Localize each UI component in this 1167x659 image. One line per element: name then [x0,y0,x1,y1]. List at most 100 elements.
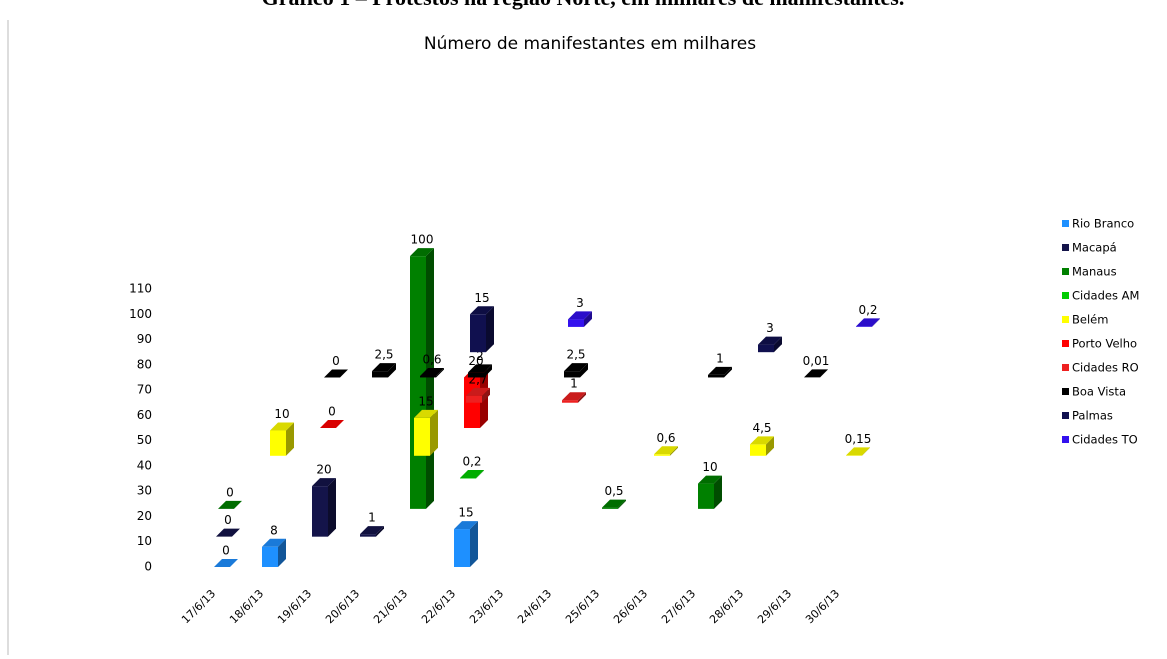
x-tick-label: 17/6/13 [179,587,218,626]
data-label: 3 [576,296,584,310]
data-label: 0 [328,405,336,419]
data-label: 10 [702,460,717,474]
data-label: 1 [716,351,724,365]
bar-front [470,314,486,352]
x-tick-label: 18/6/13 [227,587,266,626]
bar-front [420,376,436,378]
bar-front [758,345,774,353]
document-title: Gráfico 1 – Protestos na região Norte, e… [262,0,905,10]
data-label: 20 [316,463,331,477]
bar [602,500,626,509]
bar [698,476,722,509]
bar-front [466,396,482,403]
data-label: 10 [274,407,289,421]
data-label: 0,2 [858,303,877,317]
legend-label: Manaus [1072,265,1117,279]
bar [312,478,336,537]
legend-label: Belém [1072,313,1108,327]
data-label: 0,6 [422,352,441,366]
legend-swatch [1062,316,1069,323]
bar [562,392,586,403]
bar [470,306,494,352]
x-tick-label: 27/6/13 [659,587,698,626]
bar-front [414,418,430,456]
bar-front [708,375,724,378]
y-tick-label: 0 [144,560,152,574]
data-label: 0,2 [462,455,481,469]
bar [758,337,782,353]
bar [410,248,434,509]
bar-top [320,420,344,428]
bar-front [372,371,388,377]
bar-top [214,559,238,567]
bar [320,420,344,428]
chart-title: Número de manifestantes em milhares [424,34,756,54]
data-label: 0 [224,513,232,527]
y-tick-label: 10 [137,534,152,548]
x-tick-label: 26/6/13 [611,587,650,626]
bar [414,410,438,456]
data-label: 100 [411,233,434,247]
bar-top [846,447,870,455]
y-tick-label: 30 [137,484,152,498]
bar [564,363,588,377]
bar [846,447,870,455]
bar-side [486,306,494,352]
legend-swatch [1062,220,1069,227]
data-label: 2,5 [374,348,393,362]
legend-label: Boa Vista [1072,385,1126,399]
bar-top [324,369,348,377]
y-tick-label: 100 [129,307,152,321]
data-label: 0 [332,354,340,368]
x-tick-label: 20/6/13 [323,587,362,626]
bar [214,559,238,567]
y-tick-label: 40 [137,458,152,472]
y-tick-label: 20 [137,509,152,523]
x-tick-label: 23/6/13 [467,587,506,626]
legend-swatch [1062,244,1069,251]
legend-label: Cidades AM [1072,289,1139,303]
bar-front [262,547,278,567]
bar [856,318,880,327]
bar [372,363,396,377]
legend-swatch [1062,388,1069,395]
bar-front [698,484,714,509]
data-label: 8 [270,523,278,537]
x-tick-label: 29/6/13 [755,587,794,626]
bar-front [654,454,670,456]
y-tick-label: 70 [137,383,152,397]
y-tick-label: 80 [137,357,152,371]
bar-front [460,478,476,479]
legend-label: Macapá [1072,241,1117,255]
bar-front [468,372,484,377]
x-tick-label: 22/6/13 [419,587,458,626]
data-label: 1 [368,511,376,525]
bar-front [602,508,618,509]
data-label: 0 [222,544,230,558]
data-label: 0,01 [803,354,830,368]
data-label: 0,5 [604,484,623,498]
data-label: 4,5 [752,421,771,435]
bar [324,369,348,377]
data-label: 0,15 [845,432,872,446]
legend-swatch [1062,412,1069,419]
legend-label: Cidades RO [1072,361,1139,375]
bar-side [426,248,434,509]
data-label: 2,5 [566,348,585,362]
bar [360,526,384,537]
x-tick-label: 19/6/13 [275,587,314,626]
bar-front [856,326,872,327]
bar [454,521,478,567]
y-tick-label: 90 [137,332,152,346]
bar [460,470,484,479]
bar-top [218,501,242,509]
bar-top [216,529,240,537]
legend-label: Palmas [1072,409,1113,423]
bar-side [430,410,438,456]
bar [804,369,828,377]
data-label: 0,6 [656,431,675,445]
bar-front [454,529,470,567]
y-tick-label: 50 [137,433,152,447]
bar-front [750,444,766,455]
